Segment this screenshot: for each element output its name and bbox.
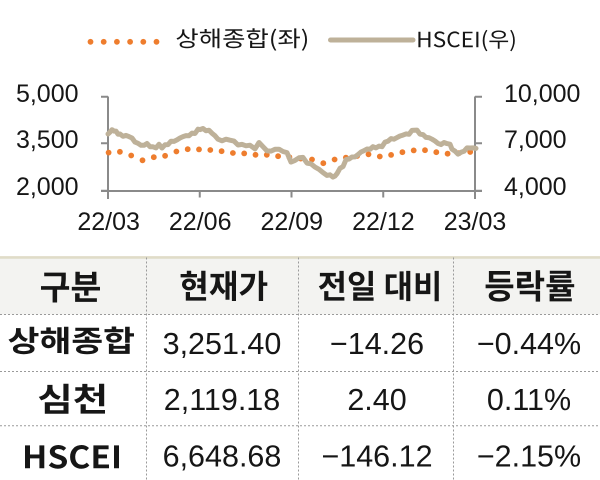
svg-text:2,119.18: 2,119.18: [164, 383, 280, 417]
svg-text:4,000: 4,000: [504, 173, 567, 201]
svg-text:5,000: 5,000: [16, 80, 79, 108]
svg-text:22/03: 22/03: [77, 208, 140, 236]
svg-text:22/09: 22/09: [261, 208, 324, 236]
svg-text:2,000: 2,000: [16, 173, 79, 201]
svg-text:−2.15%: −2.15%: [477, 440, 581, 474]
svg-text:22/12: 22/12: [352, 208, 415, 236]
svg-text:−146.12: −146.12: [321, 440, 432, 474]
svg-text:23/03: 23/03: [444, 208, 507, 236]
svg-text:6,648.68: 6,648.68: [163, 440, 282, 474]
svg-text:3,251.40: 3,251.40: [163, 327, 282, 361]
svg-text:2.40: 2.40: [347, 383, 406, 417]
svg-text:22/06: 22/06: [169, 208, 232, 236]
svg-text:10,000: 10,000: [504, 80, 580, 108]
svg-text:0.11%: 0.11%: [487, 383, 571, 417]
svg-text:−14.26: −14.26: [330, 327, 424, 361]
svg-text:−0.44%: −0.44%: [477, 327, 581, 361]
svg-text:3,500: 3,500: [16, 126, 79, 154]
svg-text:7,000: 7,000: [504, 126, 567, 154]
